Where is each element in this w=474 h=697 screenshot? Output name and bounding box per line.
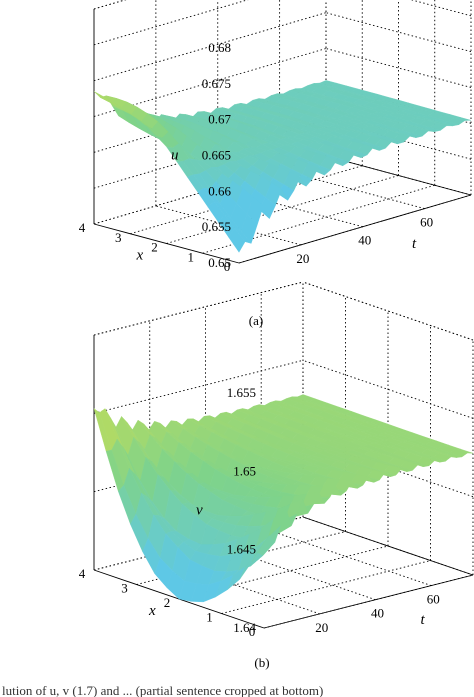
t-axis-label: t [420, 612, 425, 628]
caption-text: lution of u, v (1.7) and ... (partial se… [2, 683, 324, 697]
z-tick-label: 0.665 [202, 148, 231, 163]
z-tick-label: 0.67 [208, 112, 231, 127]
figure-caption: lution of u, v (1.7) and ... (partial se… [0, 683, 474, 697]
gridline [93, 0, 127, 10]
gridline [93, 0, 249, 46]
x-tick-label: 0 [249, 624, 256, 639]
x-tick-label: 0 [224, 259, 231, 274]
x-tick-label: 3 [121, 581, 128, 596]
axes [93, 9, 472, 264]
surface-patch [251, 535, 270, 563]
gridline [93, 12, 327, 82]
panel-label: (b) [254, 655, 269, 670]
gridline [155, 205, 301, 246]
axis-line [238, 194, 472, 264]
x-tick-label: 3 [115, 230, 122, 245]
z-tick-label: 0.66 [208, 183, 231, 198]
gridline [325, 48, 472, 88]
gridline [302, 281, 474, 341]
z-tick-label: 1.65 [233, 463, 256, 478]
t-axis-label: t [412, 236, 417, 252]
chart-panel-b: 1.64 1.645 1.65 1.655 0 1 2 3 4 20 40 60 v x t (b) [79, 281, 474, 670]
z-axis-label: v [196, 503, 203, 519]
x-tick-label: 2 [151, 240, 158, 255]
axis-line [263, 574, 474, 629]
t-tick-label: 20 [315, 620, 328, 635]
z-tick-label: 1.645 [227, 542, 256, 557]
x-axis-label: x [148, 603, 156, 619]
z-tick-label: 0.68 [208, 40, 231, 55]
z-tick-label: 1.64 [233, 620, 256, 635]
gridline [221, 560, 431, 614]
z-tick-label: 0.675 [202, 76, 231, 91]
chart-panel-a: 0.65 0.655 0.66 0.665 0.67 0.675 0.68 0 1 2 3 4 20 40… [79, 0, 472, 328]
x-tick-label: 4 [79, 220, 86, 235]
t-tick-label: 20 [296, 251, 309, 266]
t-tick-label: 40 [358, 233, 371, 248]
t-tick-label: 60 [427, 592, 440, 607]
tick-labels: 1.64 1.645 1.65 1.655 0 1 2 3 4 20 40 60 v x t [79, 385, 440, 639]
z-axis-label: u [171, 148, 179, 164]
gridline [93, 0, 127, 10]
gridline [410, 0, 472, 17]
t-tick-label: 40 [371, 606, 384, 621]
panel-label: (a) [249, 313, 263, 328]
surface-patch [228, 227, 246, 253]
surface [93, 80, 472, 253]
x-tick-label: 1 [188, 249, 195, 264]
tick-labels: 0.65 0.655 0.66 0.665 0.67 0.675 0.68 0 1 2 3 4 20 40… [79, 40, 433, 274]
axis-line [93, 223, 240, 264]
x-tick-label: 2 [164, 595, 171, 610]
x-tick-label: 4 [79, 566, 86, 581]
z-tick-label: 0.655 [202, 219, 231, 234]
x-tick-label: 1 [206, 610, 213, 625]
axis-line [325, 155, 472, 196]
gridline [166, 175, 399, 244]
surface [93, 394, 474, 603]
axis-line [302, 516, 474, 576]
x-axis-label: x [136, 248, 144, 264]
z-tick-label: 0.65 [208, 255, 231, 270]
t-tick-label: 60 [420, 215, 433, 230]
z-tick-label: 1.655 [227, 385, 256, 400]
gridline [93, 281, 304, 336]
gridline [325, 12, 472, 53]
